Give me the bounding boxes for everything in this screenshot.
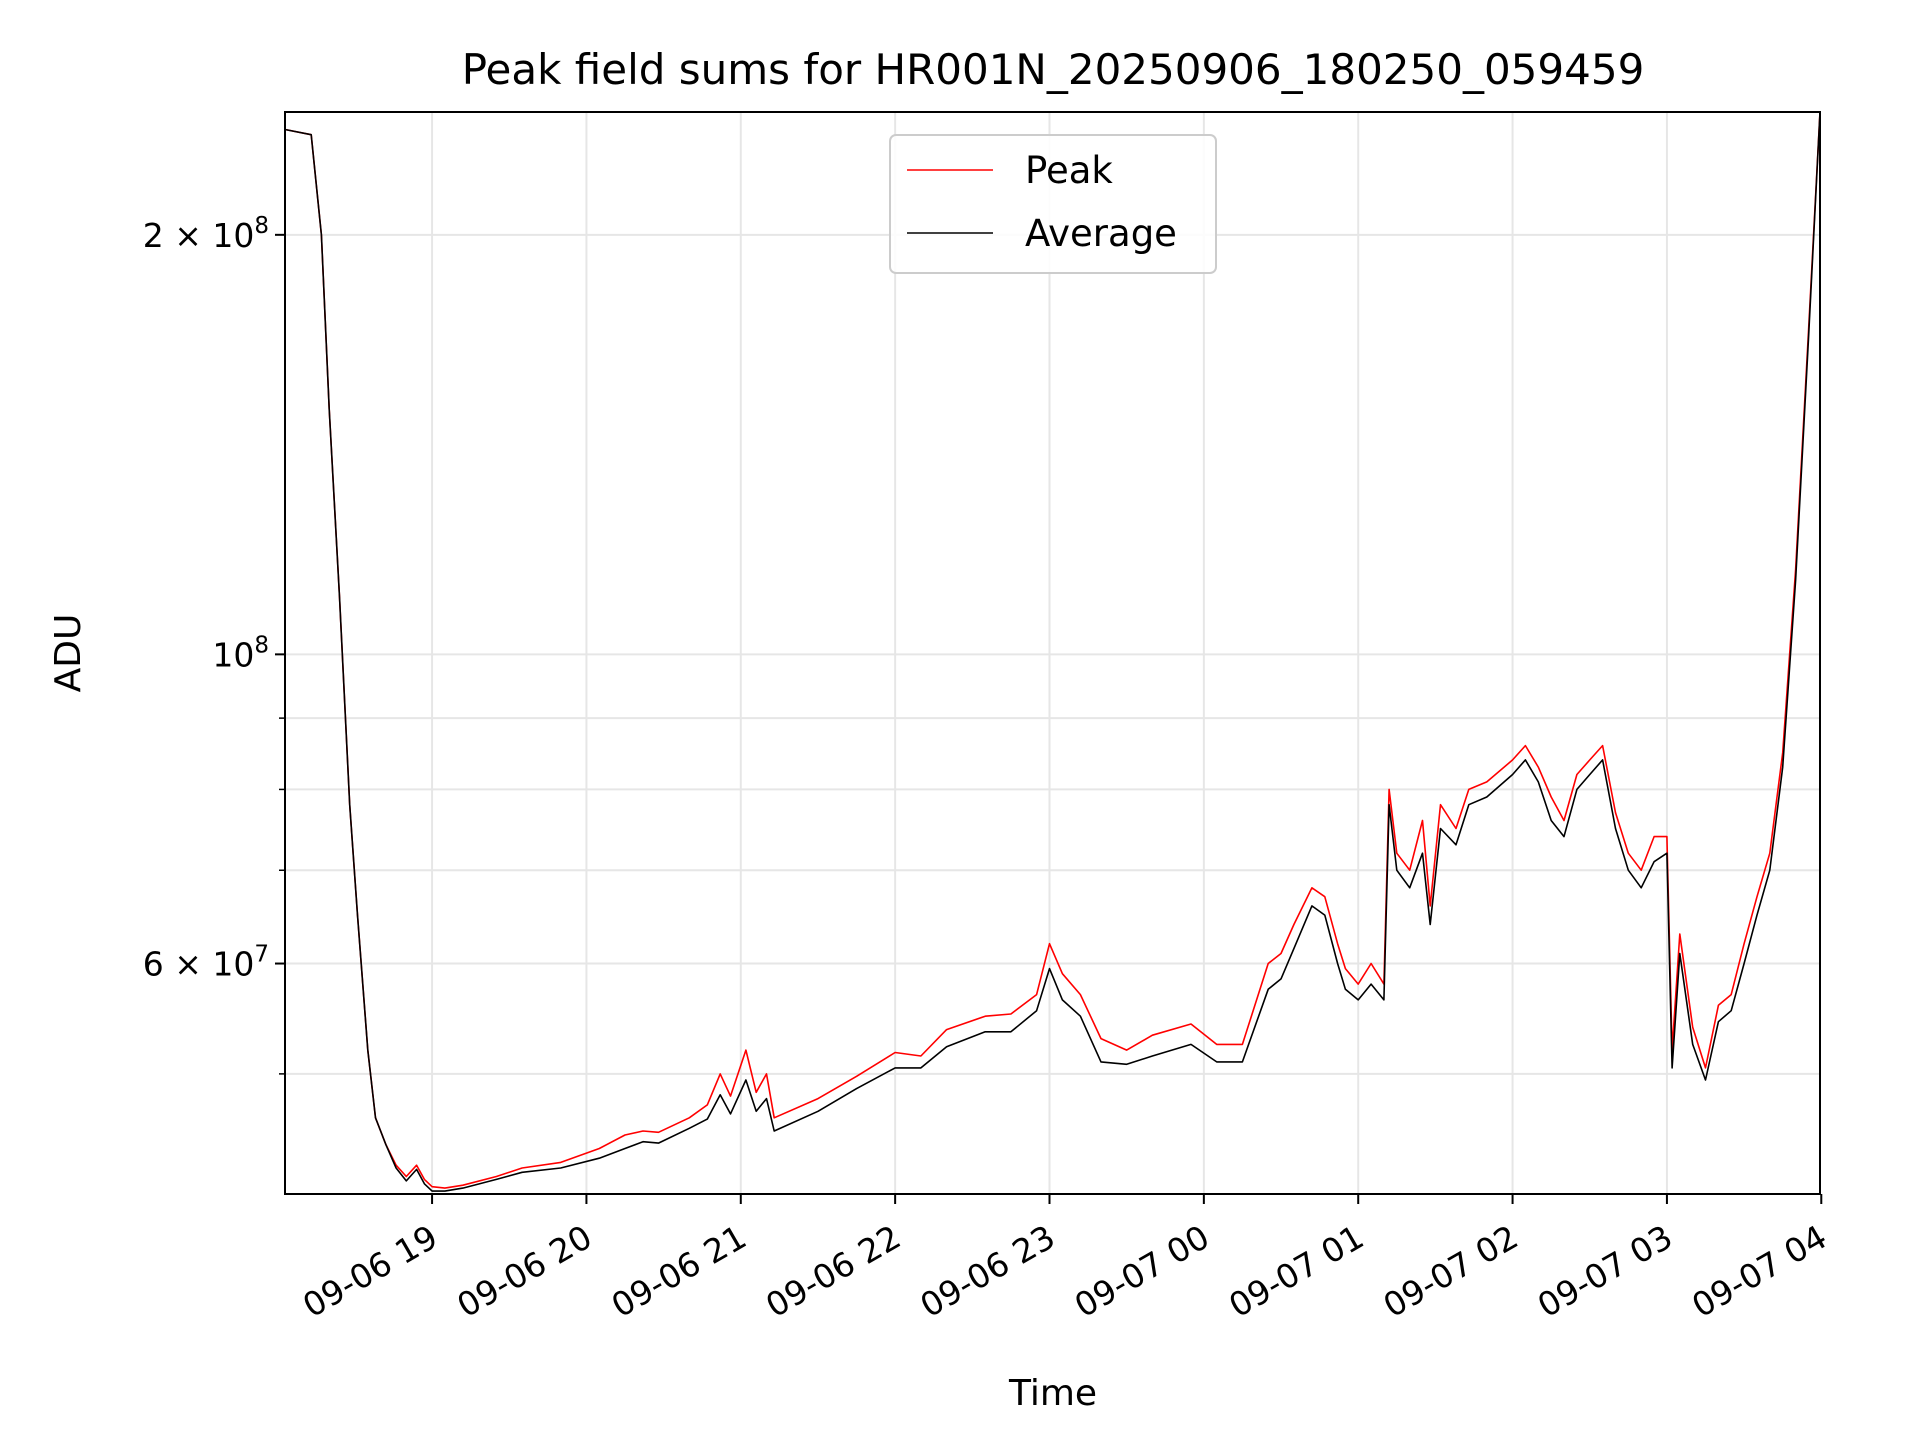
chart-title: Peak field sums for HR001N_20250906_1802… (462, 45, 1645, 94)
y-tick-label: 2 × 108 (143, 213, 269, 255)
y-axis-ticks: 2 × 108 108 6 × 107 (143, 213, 285, 1075)
y-tick-label: 108 (212, 632, 269, 674)
legend-label-average: Average (1025, 212, 1177, 255)
series-line-average (284, 111, 1821, 1192)
series-line-peak (284, 111, 1821, 1189)
y-axis-label: ADU (48, 614, 89, 693)
legend: Peak Average (889, 134, 1217, 274)
x-axis-label: Time (1008, 1373, 1097, 1414)
plot-frame (284, 111, 1821, 1195)
series-lines (284, 111, 1821, 1192)
legend-label-peak: Peak (1025, 149, 1113, 192)
y-tick-label: 6 × 107 (143, 942, 269, 984)
